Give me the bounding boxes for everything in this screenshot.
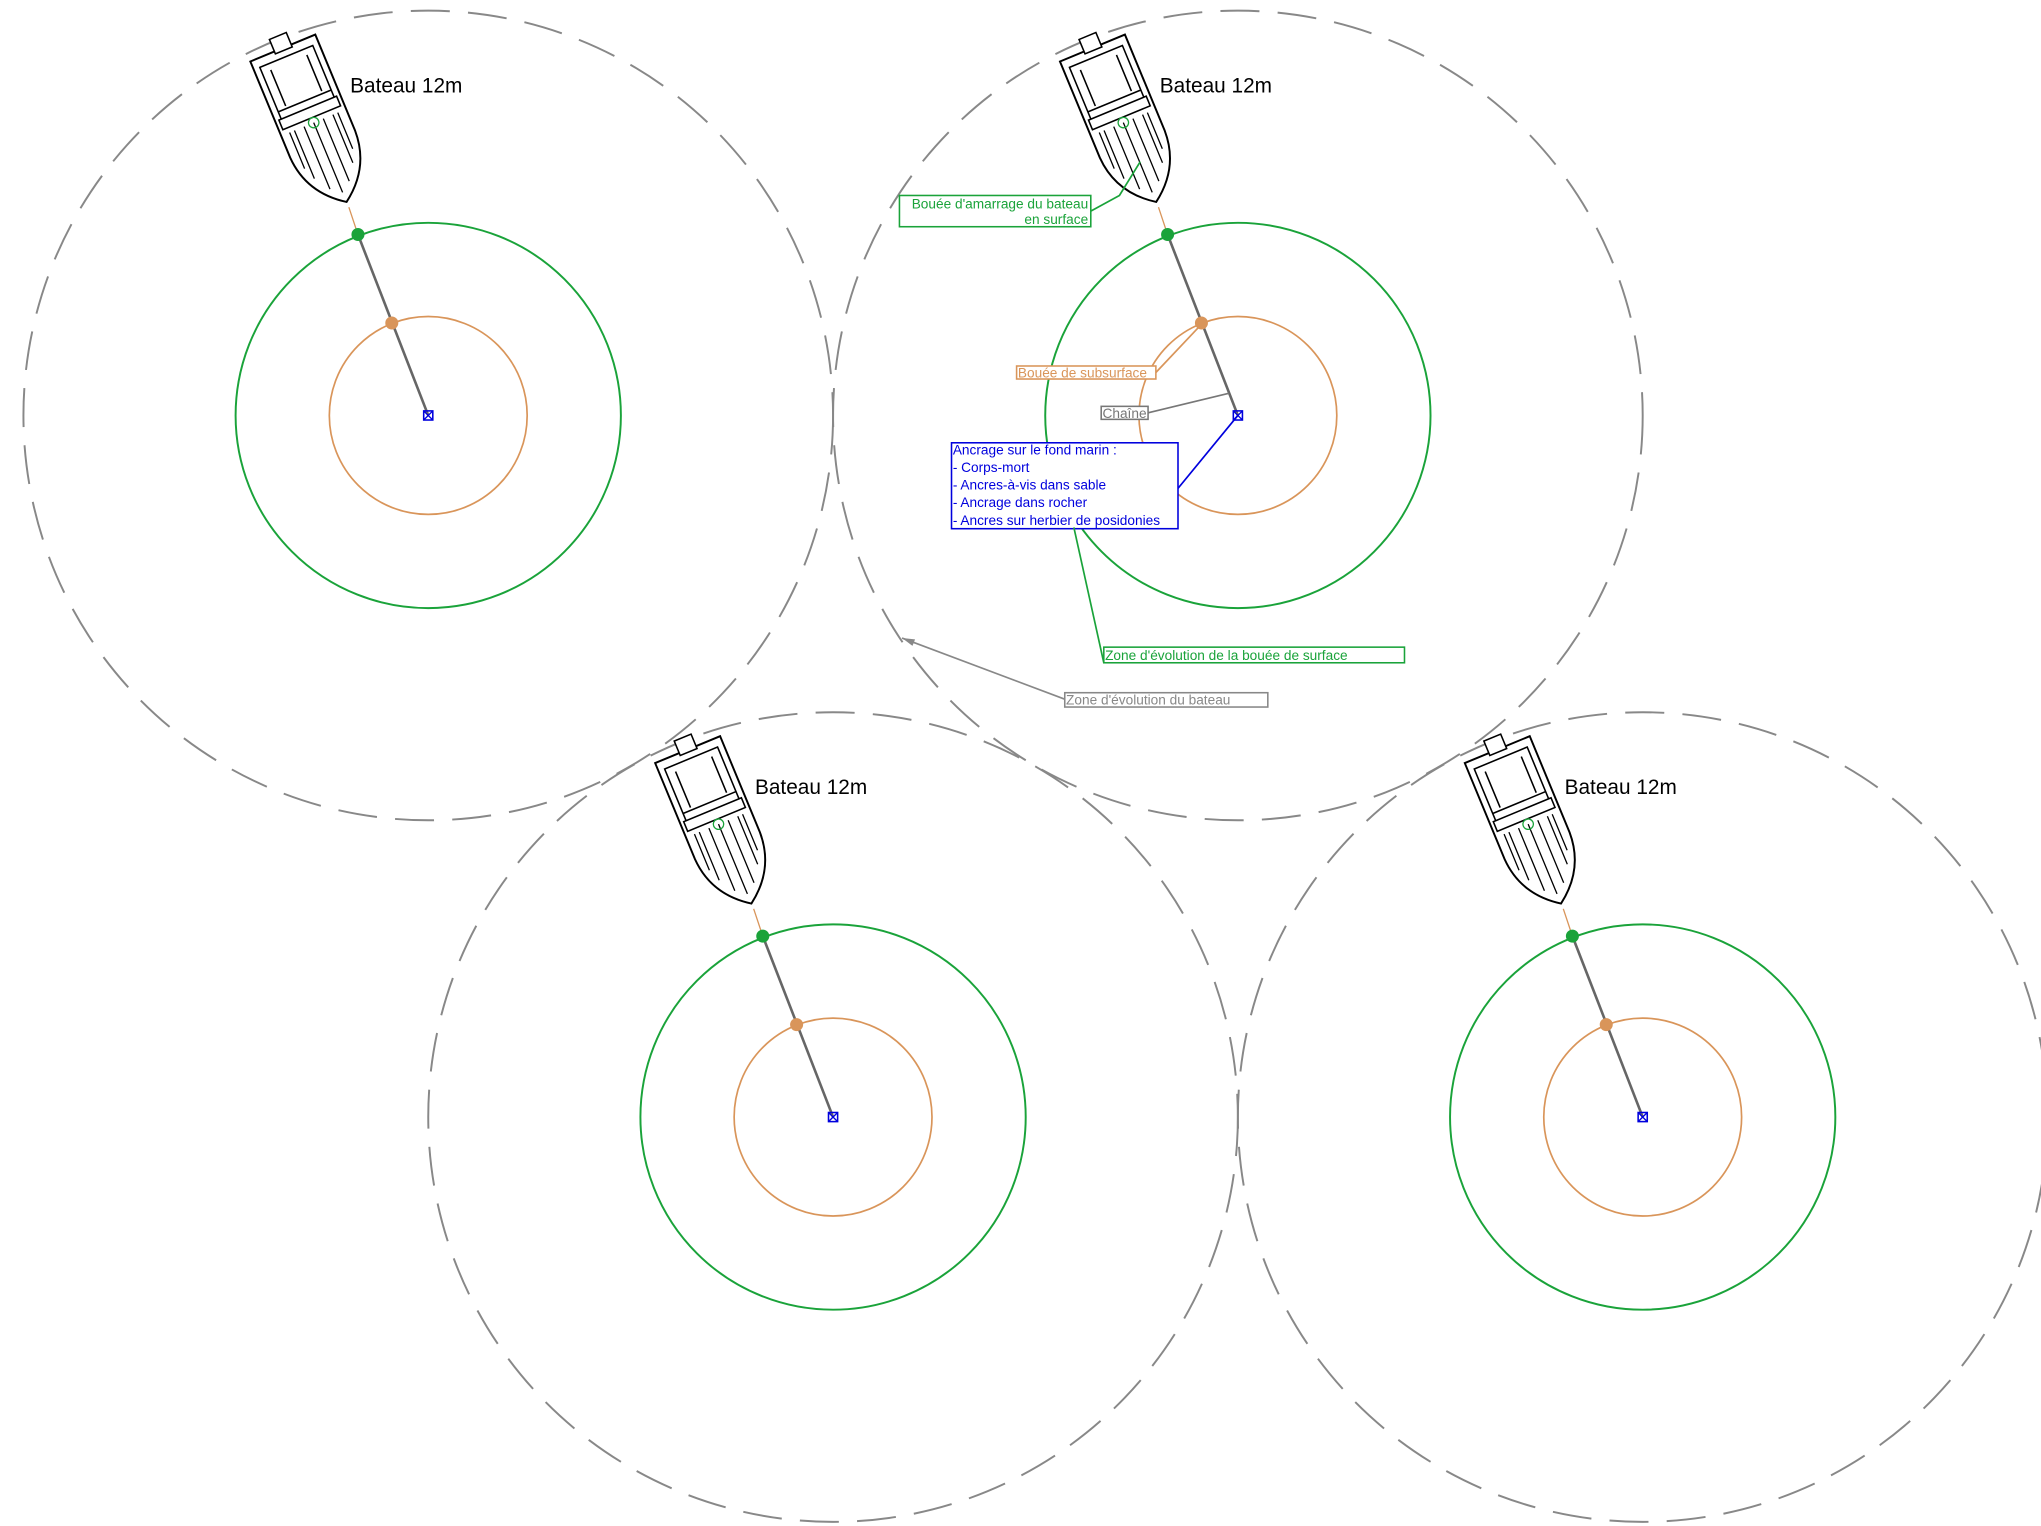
annotation-text: Zone d'évolution du bateau	[1066, 692, 1230, 707]
surface-buoy	[1565, 929, 1579, 943]
anchor-cross	[828, 1112, 839, 1123]
boat	[1458, 723, 1595, 918]
subsurface-zone	[1542, 1017, 1743, 1217]
anchor	[827, 1111, 839, 1123]
boat-label: Bateau 12m	[350, 75, 462, 98]
diagram-layer: Bateau 12m Bateau 12m Bateau 12m Bateau 12m…	[22, 9, 2041, 1523]
leader	[1155, 323, 1203, 374]
surface-buoy	[351, 228, 365, 242]
surface-buoy	[1161, 228, 1175, 242]
subsurface-buoy	[385, 316, 399, 330]
leader	[1090, 161, 1141, 212]
boat-label: Bateau 12m	[755, 776, 867, 799]
boat	[1054, 21, 1190, 217]
label-box	[1103, 646, 1406, 664]
anchor	[422, 410, 434, 421]
annotation-text: Bouée d'amarrage du bateau	[912, 196, 1088, 211]
arrowhead	[902, 638, 916, 646]
boat	[244, 21, 381, 217]
label-box	[1063, 691, 1269, 708]
annotation-text: - Ancrage dans rocher	[953, 495, 1088, 510]
leader	[901, 637, 1066, 701]
surface-buoy	[756, 929, 770, 943]
anchor-cross	[1637, 1112, 1648, 1123]
anchor-cross	[423, 410, 434, 421]
label-box	[1015, 365, 1157, 380]
annotation-text: Chaîne	[1103, 406, 1147, 421]
boat	[649, 723, 785, 918]
anchor	[1637, 1111, 1649, 1123]
boat-label: Bateau 12m	[1565, 776, 1677, 799]
annotation-text: Zone d'évolution de la bouée de surface	[1105, 648, 1348, 663]
label-box	[950, 442, 1179, 530]
buoy-zone	[1044, 221, 1432, 610]
buoy-zone	[1449, 923, 1837, 1311]
subsurface-buoy	[1599, 1018, 1613, 1032]
subsurface-buoy	[790, 1018, 804, 1032]
buoy-zone	[234, 221, 622, 610]
label-box	[898, 194, 1092, 228]
subsurface-zone	[328, 315, 529, 516]
annotation-text: - Ancres sur herbier de posidonies	[953, 513, 1160, 528]
leader	[1147, 392, 1229, 414]
boat-label: Bateau 12m	[1160, 75, 1272, 98]
annotation-text: - Corps-mort	[953, 460, 1030, 475]
boat-zone	[832, 9, 1644, 822]
subsurface-buoy	[1194, 316, 1208, 330]
annotation-text: en surface	[1024, 212, 1088, 227]
anchor	[1232, 410, 1244, 421]
annotation-text: Bouée de subsurface	[1018, 366, 1147, 381]
label-box	[1100, 405, 1149, 421]
buoy-zone	[639, 923, 1027, 1311]
leader	[1177, 414, 1239, 489]
subsurface-zone	[733, 1017, 933, 1217]
boat-zone	[1237, 711, 2041, 1523]
annotation-text: - Ancres-à-vis dans sable	[953, 478, 1106, 493]
annotation-text: Ancrage sur le fond marin :	[953, 443, 1117, 458]
leader	[1073, 527, 1105, 663]
